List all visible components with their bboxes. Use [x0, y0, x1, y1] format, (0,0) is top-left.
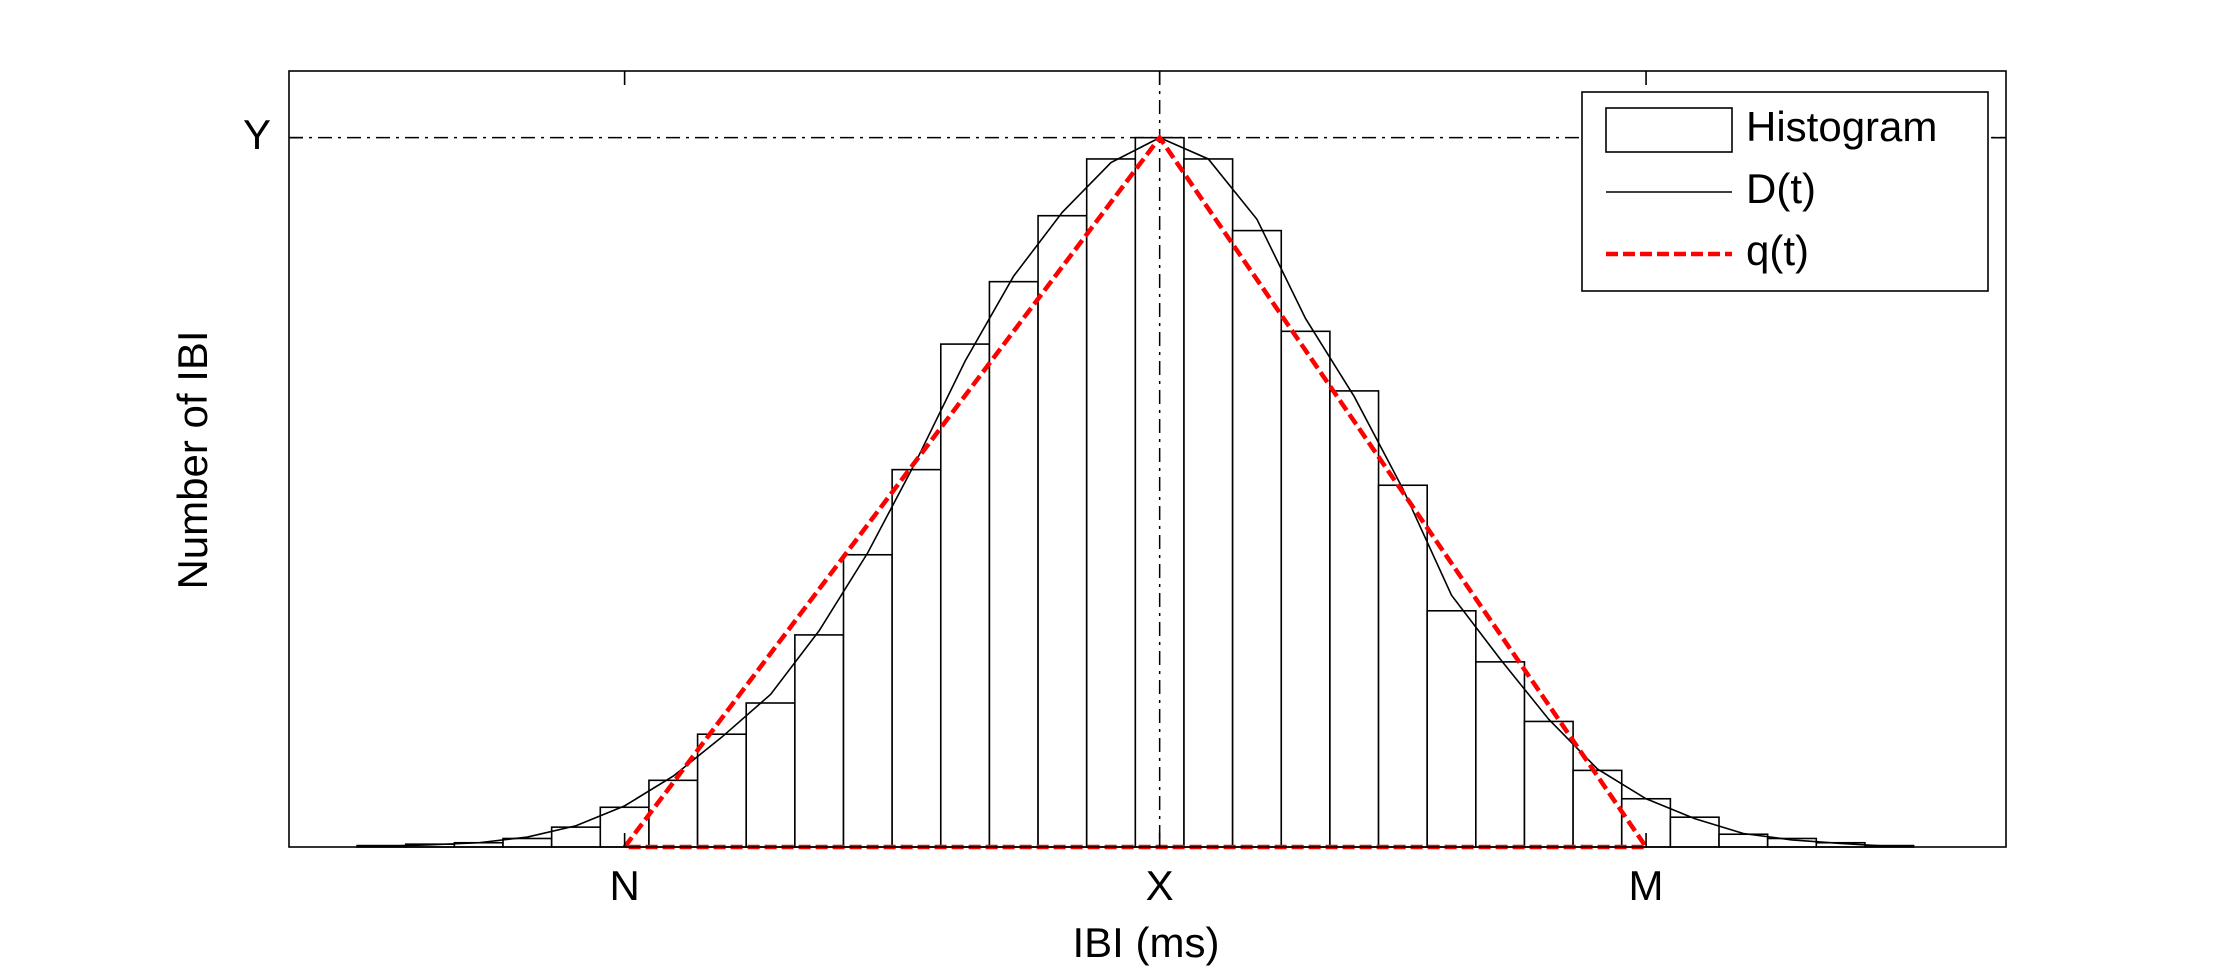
histogram-bar — [1523, 720, 1574, 848]
histogram-bar — [891, 468, 942, 848]
histogram-bar — [1475, 661, 1526, 848]
legend-swatch — [1605, 107, 1733, 153]
legend-label: D(t) — [1746, 165, 1816, 212]
histogram-bar — [988, 280, 1039, 848]
histogram-bar — [1572, 769, 1623, 848]
histogram-bar — [1426, 609, 1477, 848]
series-line — [622, 133, 1651, 850]
histogram-bar — [1183, 158, 1234, 848]
x-axis-label: IBI (ms) — [1073, 919, 1220, 966]
histogram-bar — [939, 343, 991, 848]
histogram-bar — [745, 702, 796, 848]
series-line — [381, 136, 1890, 848]
histogram-bar — [794, 634, 845, 848]
histogram-bar — [1329, 390, 1380, 848]
histogram-bar — [1085, 158, 1137, 848]
x-tick-label: M — [1629, 862, 1664, 909]
legend-label: q(t) — [1746, 227, 1809, 274]
plot-frame — [288, 70, 2007, 848]
histogram-bar — [1377, 484, 1428, 848]
x-tick-label: X — [1146, 862, 1174, 909]
x-tick-label: N — [609, 862, 639, 909]
histogram-bar — [648, 779, 699, 848]
histogram-bar — [1037, 214, 1088, 848]
histogram-bar — [1280, 330, 1331, 848]
histogram-bar — [1231, 229, 1283, 848]
histogram-bar — [842, 553, 893, 848]
y-tick-label: Y — [243, 111, 271, 158]
legend-label: Histogram — [1746, 103, 1937, 150]
y-axis-label: Number of IBI — [169, 330, 216, 589]
histogram-bar — [1669, 816, 1720, 848]
